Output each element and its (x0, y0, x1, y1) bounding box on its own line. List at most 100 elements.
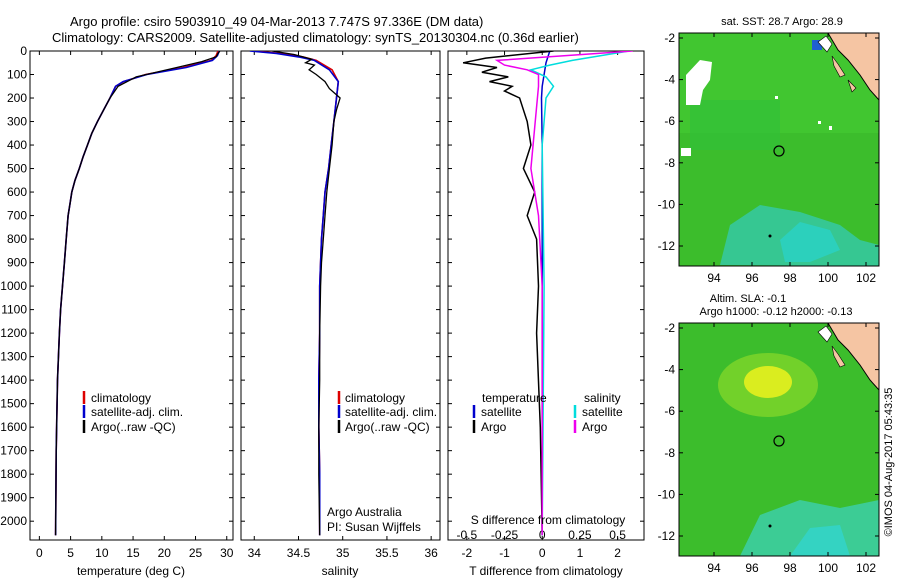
salinity-xlabel: salinity (322, 564, 359, 578)
temperature-line-2 (54, 51, 221, 536)
difference-line-1 (462, 51, 554, 536)
map-lat-label: -10 (658, 197, 676, 211)
legend-sal-argo-label: Argo (582, 420, 608, 434)
map-lat-label: -6 (664, 404, 675, 418)
credit-pi: PI: Susan Wijffels (327, 520, 421, 534)
temperature-panel (29, 50, 234, 541)
temperature-series (54, 51, 221, 536)
depth-tick-label: 800 (7, 232, 27, 246)
sst-land (827, 33, 879, 101)
depth-tick-label: 300 (7, 115, 27, 129)
difference-line-2 (528, 51, 630, 536)
temperature-x-axis: 0 5 10 15 20 25 30 (36, 51, 234, 560)
legend-argo-label: Argo(..raw -QC) (345, 420, 430, 434)
map-lon-label: 98 (783, 271, 797, 285)
depth-tick-label: 1000 (0, 279, 27, 293)
map-lon-label: 98 (783, 561, 797, 575)
x-tick-label: 35 (336, 546, 350, 560)
map-lon-label: 100 (818, 271, 838, 285)
header-line1: Argo profile: csiro 5903910_49 04-Mar-20… (70, 14, 483, 29)
depth-tick-label: 400 (7, 138, 27, 152)
depth-tick-label: 1500 (0, 397, 27, 411)
map-lon-label: 94 (707, 561, 721, 575)
depth-tick-label: 1600 (0, 420, 27, 434)
salinity-legend: climatology satellite-adj. clim. Argo(..… (327, 391, 437, 534)
sla-map-title2: Argo h1000: -0.12 h2000: -0.13 (700, 306, 853, 318)
depth-tick-label: 1200 (0, 326, 27, 340)
temperature-line-0 (54, 51, 219, 536)
map-lat-label: -10 (658, 487, 676, 501)
top-tick-label: 0.25 (568, 528, 592, 542)
legend-salinity-title: salinity (584, 391, 621, 405)
salinity-panel (240, 50, 441, 541)
sst-map-axes: -2 -4 -6 -8 -10 -12 94 96 98 100 102 (658, 31, 879, 285)
legend-satellite-label: satellite-adj. clim. (91, 405, 183, 419)
difference-line-3 (494, 51, 633, 536)
legend-argo-label: Argo(..raw -QC) (91, 420, 176, 434)
map-lon-label: 100 (818, 561, 838, 575)
sla-argo-location (773, 435, 785, 447)
legend-temperature-title: temperature (482, 391, 547, 405)
x-tick-label: 25 (189, 546, 203, 560)
map-lon-label: 102 (856, 271, 876, 285)
x-tick-label: 1 (577, 546, 584, 560)
depth-tick-label: 500 (7, 162, 27, 176)
credit-argo-australia: Argo Australia (327, 505, 402, 519)
x-tick-label: 34 (248, 546, 262, 560)
map-lat-label: -6 (664, 114, 675, 128)
difference-xlabel: T difference from climatology (469, 564, 623, 578)
x-tick-label: 0 (36, 546, 43, 560)
depth-tick-label: 1700 (0, 444, 27, 458)
depth-tick-label: 700 (7, 209, 27, 223)
top-tick-label: -0.25 (491, 528, 519, 542)
depth-tick-label: 1900 (0, 491, 27, 505)
legend-climatology-label: climatology (91, 391, 151, 405)
depth-tick-label: 1300 (0, 350, 27, 364)
x-tick-label: 35.5 (375, 546, 399, 560)
depth-tick-label: 1800 (0, 467, 27, 481)
sst-map (679, 33, 879, 266)
sst-missing-data (686, 60, 712, 105)
x-tick-label: 34.5 (287, 546, 311, 560)
depth-tick-label: 200 (7, 91, 27, 105)
legend-climatology-label: climatology (345, 391, 405, 405)
map-lat-label: -2 (664, 31, 675, 45)
x-tick-label: 30 (220, 546, 234, 560)
difference-series (462, 51, 633, 536)
depth-tick-label: 1400 (0, 373, 27, 387)
x-tick-label: 2 (614, 546, 621, 560)
sst-argo-location (773, 145, 785, 157)
salinity-series (249, 51, 341, 536)
legend-temp-argo-label: Argo (481, 420, 507, 434)
temperature-line-1 (54, 51, 221, 536)
legend-temp-satellite-label: satellite (481, 405, 522, 419)
depth-tick-label: 2000 (0, 514, 27, 528)
salinity-x-axis: 34 34.5 35 35.5 36 (248, 51, 438, 560)
map-lat-label: -8 (664, 446, 675, 460)
sla-map-frame (678, 322, 880, 557)
difference-panel (447, 50, 645, 541)
legend-sal-satellite-label: satellite (582, 405, 623, 419)
map-lat-label: -2 (664, 321, 675, 335)
map-lon-label: 102 (856, 561, 876, 575)
map-lat-label: -12 (658, 529, 676, 543)
salinity-line-0 (252, 51, 340, 536)
difference-top-label: S difference from climatology (471, 513, 626, 527)
x-tick-label: 15 (126, 546, 140, 560)
top-tick-label: 0.5 (609, 528, 626, 542)
salinity-line-2 (271, 51, 341, 536)
map-lat-label: -4 (664, 363, 675, 377)
x-tick-label: 20 (158, 546, 172, 560)
temperature-legend: climatology satellite-adj. clim. Argo(..… (82, 391, 183, 434)
watermark: ©IMOS 04-Aug-2017 05:43:35 (883, 388, 895, 537)
depth-tick-label: 1100 (1, 303, 27, 317)
depth-tick-label: 600 (7, 185, 27, 199)
x-tick-label: -2 (462, 546, 473, 560)
header-line2: Climatology: CARS2009. Satellite-adjuste… (52, 30, 579, 45)
x-tick-label: -1 (499, 546, 510, 560)
temperature-xlabel: temperature (deg C) (77, 564, 185, 578)
map-lat-label: -8 (664, 156, 675, 170)
salinity-line-1 (249, 51, 340, 536)
top-tick-label: -0.5 (457, 528, 478, 542)
